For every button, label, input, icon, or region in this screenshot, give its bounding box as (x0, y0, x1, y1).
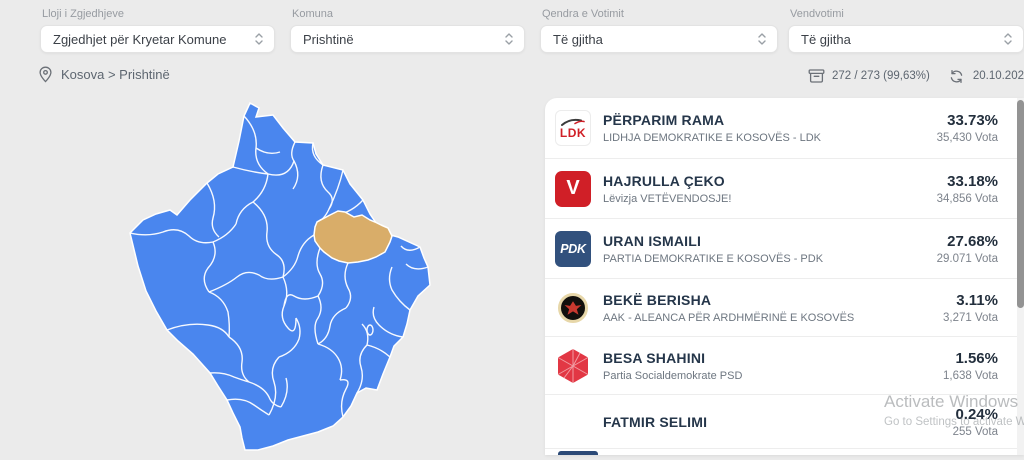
chevron-updown-icon (757, 32, 767, 46)
candidate-percent: 33.18% (947, 172, 998, 190)
filter-polling-station: Vendvotimi Të gjitha (788, 8, 1024, 53)
ldk-logo: LDK (555, 110, 591, 146)
candidate-votes: 3,271 Vota (943, 311, 998, 324)
candidate-row: V HAJRULLA ÇEKO Lëvizja VETËVENDOSJE! 33… (545, 158, 1024, 218)
empty-logo-placeholder (555, 404, 591, 440)
candidate-row: FATMIR SELIMI 0.24% 255 Vota (545, 394, 1024, 448)
candidate-votes: 29.071 Vota (936, 252, 998, 265)
municipality-select[interactable]: Prishtinë (290, 25, 525, 53)
results-panel: LDK PËRPARIM RAMA LIDHJA DEMOKRATIKE E K… (545, 98, 1024, 455)
filter-election-type: Lloji i Zgjedhjeve Zgjedhjet për Kryetar… (40, 8, 275, 53)
aak-eagle-icon (564, 300, 582, 315)
candidate-name: FATMIR SELIMI (603, 413, 708, 430)
candidate-votes: 255 Vota (952, 425, 998, 438)
psd-rose-icon (557, 348, 589, 383)
map-selected-region-prishtine[interactable] (313, 210, 393, 264)
candidate-row: PDK URAN ISMAILI PARTIA DEMOKRATIKE E KO… (545, 218, 1024, 278)
candidate-name: HAJRULLA ÇEKO (603, 172, 725, 189)
counted-stations-text: 272 / 273 (99,63%) (832, 70, 930, 82)
candidate-percent: 3.11% (956, 291, 998, 309)
voting-center-select[interactable]: Të gjitha (540, 25, 778, 53)
next-row-partial (545, 448, 1024, 455)
candidate-party: AAK - ALEANCA PËR ARDHMËRINË E KOSOVËS (603, 311, 855, 324)
ballot-box-icon (808, 68, 825, 84)
chevron-updown-icon (504, 32, 514, 46)
breadcrumb-text: Kosova > Prishtinë (61, 67, 170, 82)
candidate-party: Partia Socialdemokrate PSD (603, 369, 743, 382)
candidate-name: URAN ISMAILI (603, 232, 702, 249)
chevron-updown-icon (254, 32, 264, 46)
select-value: Të gjitha (553, 31, 603, 47)
candidate-party: PARTIA DEMOKRATIKE E KOSOVËS - PDK (603, 252, 824, 265)
candidate-row: BESA SHAHINI Partia Socialdemokrate PSD … (545, 336, 1024, 394)
candidate-votes: 1,638 Vota (943, 369, 998, 382)
counting-stats: 272 / 273 (99,63%) 20.10.2025 17:1 (808, 68, 1024, 84)
filter-label: Komuna (292, 8, 333, 20)
candidate-percent: 27.68% (947, 232, 998, 250)
candidate-name: BESA SHAHINI (603, 349, 706, 366)
candidate-percent: 1.56% (955, 349, 998, 367)
candidate-row: BEKË BERISHA AAK - ALEANCA PËR ARDHMËRIN… (545, 278, 1024, 336)
last-updated-text: 20.10.2025 17:1 (972, 70, 1024, 82)
municipality-borders (130, 115, 429, 418)
next-party-logo-partial (558, 451, 598, 455)
candidate-party: Lëvizja VETËVENDOSJE! (603, 192, 732, 205)
kosovo-municipalities-map[interactable] (118, 96, 528, 455)
psd-logo (555, 348, 591, 384)
candidate-percent: 0.24% (955, 405, 998, 423)
refresh-icon[interactable] (949, 69, 964, 84)
map-country-shape[interactable] (129, 101, 431, 451)
vertical-scrollbar[interactable] (1017, 98, 1024, 455)
select-value: Zgjedhjet për Kryetar Komune (53, 31, 227, 47)
vetevendosje-logo: V (555, 170, 591, 207)
filter-label: Vendvotimi (790, 8, 844, 20)
ldk-swoosh-icon (561, 118, 585, 126)
aak-logo (558, 292, 588, 323)
location-pin-icon (38, 66, 53, 83)
filter-label: Lloji i Zgjedhjeve (42, 8, 124, 20)
chevron-updown-icon (1003, 32, 1013, 46)
candidate-row: LDK PËRPARIM RAMA LIDHJA DEMOKRATIKE E K… (545, 98, 1024, 158)
candidate-percent: 33.73% (947, 112, 998, 129)
filter-label: Qendra e Votimit (542, 8, 624, 20)
filter-municipality: Komuna Prishtinë (290, 8, 525, 53)
candidate-votes: 34,856 Vota (936, 192, 998, 205)
select-value: Prishtinë (303, 31, 354, 47)
election-type-select[interactable]: Zgjedhjet për Kryetar Komune (40, 25, 275, 53)
pdk-logo: PDK (555, 230, 591, 267)
polling-station-select[interactable]: Të gjitha (788, 25, 1024, 53)
scrollbar-thumb[interactable] (1017, 100, 1024, 308)
filter-voting-center: Qendra e Votimit Të gjitha (540, 8, 778, 53)
candidate-name: BEKË BERISHA (603, 291, 712, 308)
breadcrumb: Kosova > Prishtinë (38, 66, 170, 83)
candidate-party: LIDHJA DEMOKRATIKE E KOSOVËS - LDK (603, 132, 822, 144)
candidate-votes: 35,430 Vota (936, 132, 998, 144)
candidate-name: PËRPARIM RAMA (603, 112, 725, 128)
select-value: Të gjitha (801, 31, 851, 47)
